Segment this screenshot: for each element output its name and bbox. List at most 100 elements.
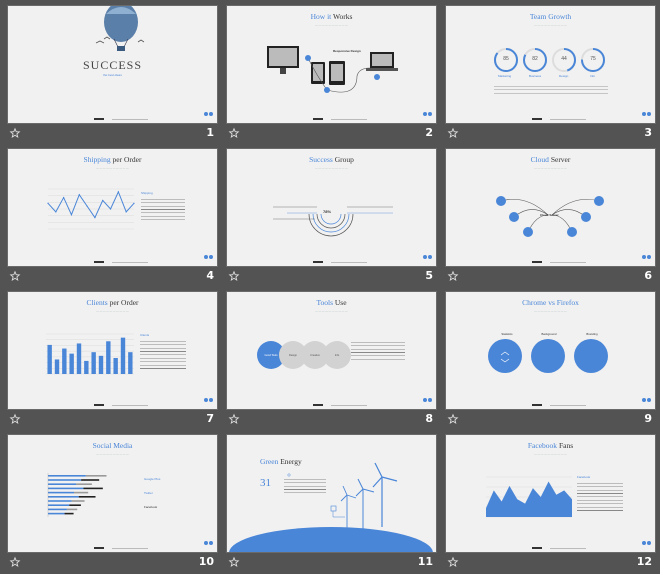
star-icon[interactable] — [447, 413, 459, 424]
footer-dots — [422, 246, 432, 264]
slide-tagline: the best ideas — [103, 73, 122, 77]
slide-subtitle: — — — — — — — — — — — [315, 167, 348, 170]
stat-value: 44 — [561, 56, 567, 62]
tool-label: Creative — [310, 354, 320, 357]
footer-logo — [12, 260, 26, 263]
slide-subtitle: — — — — — — — — — — — [534, 453, 567, 456]
footer-logo — [231, 403, 245, 406]
footer-logo — [12, 403, 26, 406]
slide-canvas: How it Works — — — — — — — — — — Respons… — [226, 5, 437, 124]
slide-thumbnail-2[interactable]: How it Works — — — — — — — — — — Respons… — [226, 5, 437, 139]
footer-dots — [641, 246, 651, 264]
slide-bar: 3 — [446, 124, 655, 145]
star-icon[interactable] — [9, 556, 21, 567]
slide-bar: 11 — [227, 553, 436, 574]
tool-label: Design — [288, 354, 298, 357]
star-icon[interactable] — [228, 270, 240, 281]
data-point — [47, 202, 49, 204]
star-icon[interactable] — [228, 556, 240, 567]
data-point — [55, 211, 57, 213]
footer-brand — [94, 547, 104, 549]
slide-bar: 4 — [8, 267, 217, 288]
bar — [62, 348, 67, 374]
footer-text — [112, 262, 148, 263]
bar — [48, 508, 67, 511]
column-heading: Background — [541, 332, 557, 336]
star-icon[interactable] — [447, 127, 459, 138]
slide-number: 12 — [636, 555, 652, 568]
footer-logo — [450, 260, 464, 263]
slide-title: Social Media — [92, 441, 133, 450]
line-chart — [47, 188, 135, 230]
slide-thumbnail-10[interactable]: Social Media — — — — — — — — — — Google … — [7, 434, 218, 568]
footer-brand — [94, 261, 104, 263]
bar — [106, 341, 111, 374]
slide-number: 4 — [206, 269, 214, 282]
slide-thumbnail-3[interactable]: Team Growth — — — — — — — — — — 85 82 44… — [445, 5, 656, 139]
group-diagram — [273, 206, 393, 237]
slide-thumbnail-9[interactable]: Chrome vs Firefox — — — — — — — — — — St… — [445, 291, 656, 425]
slide-bar: 2 — [227, 124, 436, 145]
slide-bar: 6 — [446, 267, 655, 288]
body-text — [284, 477, 326, 493]
slide-thumbnail-12[interactable]: Facebook Fans — — — — — — — — — — Facebo… — [445, 434, 656, 568]
slide-thumbnail-7[interactable]: Clients per Order — — — — — — — — — — Cl… — [7, 291, 218, 425]
slide-thumbnail-1[interactable]: SUCCESS the best ideas 1 — [7, 5, 218, 139]
star-icon[interactable] — [228, 413, 240, 424]
data-point — [109, 208, 112, 210]
slide-title: Success Group — [309, 155, 354, 164]
footer-brand — [94, 404, 104, 406]
footer-brand — [313, 118, 323, 120]
hot-air-balloon-icon — [95, 6, 145, 51]
star-icon[interactable] — [9, 127, 21, 138]
slide-canvas: Success Group — — — — — — — — — — 78% — [226, 148, 437, 267]
bar — [48, 512, 65, 515]
footer-dots — [203, 246, 213, 264]
area-chart — [486, 476, 572, 518]
diagram-label: Responsive Design — [333, 49, 361, 53]
bar — [48, 483, 77, 485]
footer-text — [112, 548, 148, 549]
slide-title: Green Energy — [260, 457, 302, 466]
series-area — [486, 481, 572, 517]
slide-thumbnail-4[interactable]: Shipping per Order — — — — — — — — — — S… — [7, 148, 218, 282]
footer-brand — [532, 118, 542, 120]
star-icon[interactable] — [447, 556, 459, 567]
slide-thumbnail-8[interactable]: Tools Use — — — — — — — — — — Good Tools… — [226, 291, 437, 425]
bar — [48, 496, 79, 498]
slide-title: Shipping per Order — [83, 155, 142, 164]
bar — [48, 500, 72, 502]
stat-label: Design — [559, 74, 569, 78]
bar — [69, 353, 74, 374]
bar — [69, 504, 81, 506]
slide-thumbnail-5[interactable]: Success Group — — — — — — — — — — 78% 5 — [226, 148, 437, 282]
column-heading: Statistics — [501, 332, 513, 336]
slide-number: 1 — [206, 126, 214, 139]
star-icon[interactable] — [9, 270, 21, 281]
data-point — [102, 199, 104, 202]
footer-text — [550, 548, 586, 549]
footer-brand — [532, 261, 542, 263]
star-icon[interactable] — [447, 270, 459, 281]
footer-brand — [532, 547, 542, 549]
bar — [48, 475, 86, 477]
data-point — [70, 214, 73, 216]
slide-title: Cloud Server — [530, 155, 571, 164]
slide-canvas: Shipping per Order — — — — — — — — — — S… — [7, 148, 218, 267]
footer-brand — [313, 404, 323, 406]
slide-title: SUCCESS — [82, 58, 143, 72]
footer-text — [112, 405, 148, 406]
stat-value: 82 — [532, 56, 538, 62]
slide-thumbnail-11[interactable]: Green Energy 31 11 — [226, 434, 437, 568]
footer-text — [112, 119, 148, 120]
slide-canvas: Facebook Fans — — — — — — — — — — Facebo… — [445, 434, 656, 553]
slide-subtitle: — — — — — — — — — — — [534, 310, 567, 313]
footer-logo — [231, 117, 245, 120]
slide-number: 8 — [425, 412, 433, 425]
wind-turbines-icon — [229, 462, 433, 552]
star-icon[interactable] — [9, 413, 21, 424]
stat-value: 75 — [590, 56, 596, 62]
note-title: Facebook — [144, 505, 158, 509]
slide-thumbnail-6[interactable]: Cloud Server — — — — — — — — — — Cloud S… — [445, 148, 656, 282]
star-icon[interactable] — [228, 127, 240, 138]
